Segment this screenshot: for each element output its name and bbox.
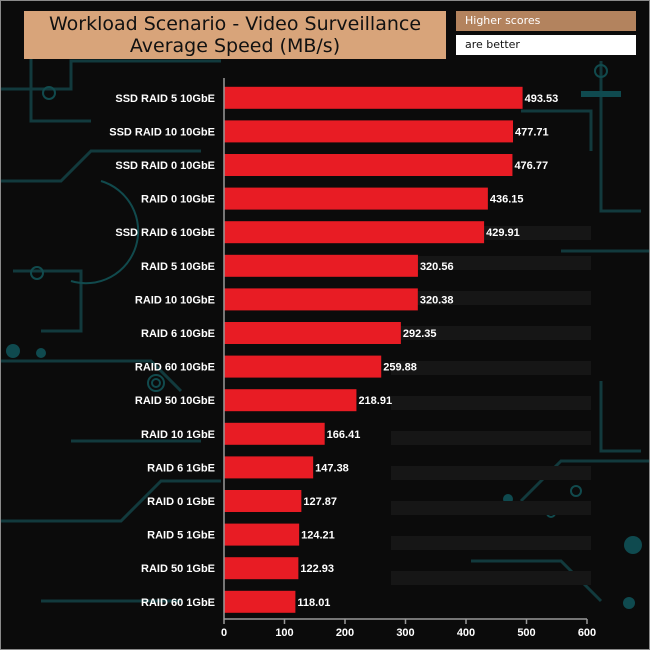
bar [224, 221, 485, 244]
value-label: 493.53 [525, 93, 559, 105]
category-label: SSD RAID 6 10GbE [115, 227, 215, 239]
category-label: RAID 0 1GbE [147, 496, 215, 508]
x-tick-label: 600 [578, 627, 596, 639]
category-label: RAID 5 10GbE [141, 261, 215, 273]
bar [224, 254, 418, 277]
bar [224, 288, 418, 311]
bar [224, 154, 513, 176]
value-label: 292.35 [403, 328, 437, 340]
bar [224, 187, 488, 210]
bar [224, 590, 296, 613]
bar [224, 355, 382, 378]
x-tick-label: 200 [336, 627, 354, 639]
category-label: SSD RAID 10 10GbE [109, 126, 215, 138]
category-label: RAID 10 1GbE [141, 429, 215, 441]
higher-scores-note: Higher scores [456, 11, 636, 31]
better-note: are better [456, 35, 636, 55]
category-label: RAID 5 1GbE [147, 530, 215, 542]
category-label: RAID 6 1GbE [147, 462, 215, 474]
x-tick-label: 100 [275, 627, 293, 639]
value-label: 147.38 [315, 462, 349, 474]
category-label: SSD RAID 5 10GbE [115, 93, 215, 105]
bar [224, 456, 314, 479]
chart-title-line2: Average Speed (MB/s) [129, 35, 341, 57]
x-tick-label: 400 [457, 627, 475, 639]
bar [224, 557, 299, 580]
bar [224, 389, 357, 412]
category-label: RAID 6 10GbE [141, 328, 215, 340]
chart-title-line1: Workload Scenario - Video Surveillance [48, 13, 422, 35]
x-tick-label: 300 [396, 627, 414, 639]
value-label: 166.41 [327, 429, 361, 441]
bar [224, 322, 401, 344]
bar [224, 120, 514, 143]
value-label: 218.91 [358, 395, 392, 407]
value-label: 320.56 [420, 261, 454, 273]
bar [224, 86, 523, 109]
x-tick-label: 0 [221, 627, 227, 639]
category-label: RAID 60 1GbE [141, 597, 215, 609]
value-label: 436.15 [490, 194, 524, 206]
bar [224, 422, 325, 445]
x-tick-label: 500 [517, 627, 535, 639]
value-label: 124.21 [301, 530, 335, 542]
category-label: SSD RAID 0 10GbE [115, 160, 215, 172]
category-label: RAID 50 10GbE [135, 395, 215, 407]
value-label: 476.77 [514, 160, 548, 172]
category-label: RAID 10 10GbE [135, 294, 215, 306]
value-label: 429.91 [486, 227, 520, 239]
bar [224, 490, 302, 512]
value-label: 320.38 [420, 294, 454, 306]
value-label: 127.87 [303, 496, 337, 508]
value-label: 118.01 [297, 597, 330, 609]
chart-title-box: Workload Scenario - Video Surveillance A… [24, 11, 446, 59]
value-label: 259.88 [383, 362, 417, 374]
category-label: RAID 60 10GbE [135, 362, 215, 374]
category-label: RAID 50 1GbE [141, 563, 215, 575]
value-label: 122.93 [300, 563, 334, 575]
category-label: RAID 0 10GbE [141, 194, 215, 206]
bar [224, 523, 300, 546]
value-label: 477.71 [515, 126, 549, 138]
